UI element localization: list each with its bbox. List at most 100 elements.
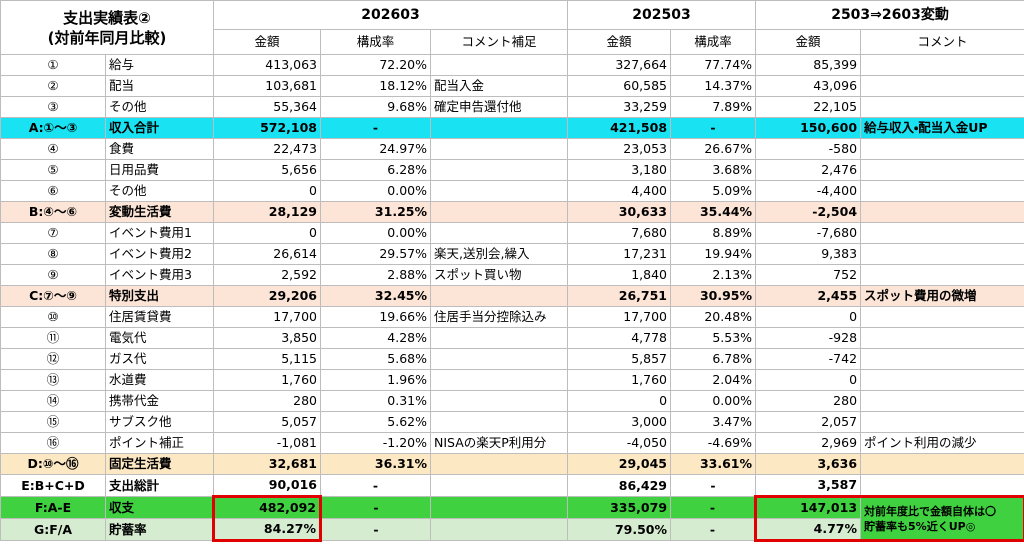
table-row: ⑫ ガス代 5,115 5.68% 5,857 6.78% -742 bbox=[0, 348, 1024, 370]
rate1-cell: 24.97% bbox=[320, 138, 431, 160]
memo2-cell bbox=[860, 75, 1024, 97]
memo1-cell bbox=[429, 474, 569, 497]
amt1-cell: 55,364 bbox=[213, 96, 321, 118]
amt1-cell: 5,115 bbox=[213, 348, 321, 370]
amt1-cell: 280 bbox=[213, 390, 321, 412]
memo2-cell: スポット費用の微増 bbox=[860, 285, 1024, 307]
item-cell: その他 bbox=[105, 96, 214, 118]
amt1-cell: 90,016 bbox=[213, 474, 321, 497]
memo1-cell bbox=[429, 222, 569, 244]
amt2-cell: 30,633 bbox=[567, 201, 672, 223]
rate2-cell: 3.68% bbox=[670, 159, 757, 181]
amt1-cell: 22,473 bbox=[213, 138, 321, 160]
diff-cell: 22,105 bbox=[755, 96, 862, 118]
rate1-cell: 6.28% bbox=[320, 159, 431, 181]
memo1-cell: 楽天,送別会,繰入 bbox=[429, 243, 569, 265]
rate2-cell: 2.04% bbox=[670, 369, 757, 391]
table-row: ⑪ 電気代 3,850 4.28% 4,778 5.53% -928 bbox=[0, 327, 1024, 349]
rate2-cell: 5.09% bbox=[670, 180, 757, 202]
memo2-cell bbox=[860, 390, 1024, 412]
column-header: 構成率 bbox=[670, 29, 757, 55]
memo1-cell: 住居手当分控除込み bbox=[429, 306, 569, 328]
no-cell: ⑮ bbox=[0, 411, 106, 433]
rate1-cell: 2.88% bbox=[320, 264, 431, 286]
memo1-cell bbox=[429, 54, 569, 76]
amt2-cell: 335,079 bbox=[567, 496, 672, 519]
amt2-cell: 7,680 bbox=[567, 222, 672, 244]
rate1-cell: 0.00% bbox=[320, 222, 431, 244]
diff-cell: -7,680 bbox=[755, 222, 862, 244]
amt2-cell: 26,751 bbox=[567, 285, 672, 307]
table-row: E:B+C+D 支出総計 90,016-86,429-3,587 bbox=[0, 474, 1024, 497]
memo1-cell bbox=[429, 390, 569, 412]
rate1-cell: -1.20% bbox=[320, 432, 431, 454]
item-cell: 配当 bbox=[105, 75, 214, 97]
memo2-cell bbox=[860, 159, 1024, 181]
table-row: G:F/A 貯蓄率 84.27% -79.50% -4.77% bbox=[0, 518, 1024, 542]
column-header: 金額 bbox=[755, 29, 862, 55]
table-body: ① 給与 413,063 72.20% 327,664 77.74% 85,399 ② 配当 10… bbox=[0, 54, 1024, 542]
column-header: 構成率 bbox=[320, 29, 431, 55]
amt1-cell: 2,592 bbox=[213, 264, 321, 286]
rate1-cell: 0.31% bbox=[320, 390, 431, 412]
memo1-cell: NISAの楽天P利用分 bbox=[429, 432, 569, 454]
amt2-cell: 17,700 bbox=[567, 306, 672, 328]
rate2-cell: - bbox=[670, 474, 757, 497]
amt2-cell: 327,664 bbox=[567, 54, 672, 76]
item-cell: イベント費用1 bbox=[105, 222, 214, 244]
note-cell: 対前年度比で金額自体は〇 貯蓄率も5%近くUP◎ bbox=[860, 495, 1024, 542]
memo2-cell bbox=[860, 264, 1024, 286]
memo2-cell bbox=[860, 348, 1024, 370]
item-cell: 収入合計 bbox=[105, 117, 214, 139]
memo2-cell bbox=[860, 474, 1024, 497]
rate1-cell: 18.12% bbox=[320, 75, 431, 97]
rate2-cell: 20.48% bbox=[670, 306, 757, 328]
rate1-cell: 36.31% bbox=[320, 453, 431, 475]
no-cell: ⑥ bbox=[0, 180, 106, 202]
memo2-cell: 給与収入・配当入金UP bbox=[860, 117, 1024, 139]
rate2-cell: - bbox=[670, 117, 757, 139]
table-row: ⑦ イベント費用1 0 0.00% 7,680 8.89% -7,680 bbox=[0, 222, 1024, 244]
period-header: 2503⇒2603変動 bbox=[755, 0, 1024, 30]
diff-cell: 4.77% bbox=[754, 518, 862, 542]
rate2-cell: 7.89% bbox=[670, 96, 757, 118]
table-row: ⑮ サブスク他 5,057 5.62% 3,000 3.47% 2,057 bbox=[0, 411, 1024, 433]
memo2-cell bbox=[860, 327, 1024, 349]
table-row: ⑨ イベント費用3 2,592 2.88% スポット買い物 1,840 2.13% 752 bbox=[0, 264, 1024, 286]
rate1-cell: 19.66% bbox=[320, 306, 431, 328]
diff-cell: 9,383 bbox=[755, 243, 862, 265]
no-cell: E:B+C+D bbox=[0, 474, 106, 497]
memo1-cell bbox=[429, 117, 569, 139]
no-cell: C:⑦～⑨ bbox=[0, 285, 106, 307]
amt2-cell: 3,000 bbox=[567, 411, 672, 433]
amt1-cell: 5,057 bbox=[213, 411, 321, 433]
no-cell: ⑪ bbox=[0, 327, 106, 349]
rate1-cell: 72.20% bbox=[320, 54, 431, 76]
amt2-cell: 23,053 bbox=[567, 138, 672, 160]
diff-cell: -742 bbox=[755, 348, 862, 370]
amt1-cell: -1,081 bbox=[213, 432, 321, 454]
memo1-cell bbox=[429, 411, 569, 433]
table-row: D:⑩～⑯ 固定生活費 32,681 36.31% 29,045 33.61% 3,636 bbox=[0, 453, 1024, 475]
diff-cell: 0 bbox=[755, 369, 862, 391]
amt1-cell: 0 bbox=[213, 222, 321, 244]
amt2-cell: 4,778 bbox=[567, 327, 672, 349]
item-cell: 住居賃貸費 bbox=[105, 306, 214, 328]
amt2-cell: 60,585 bbox=[567, 75, 672, 97]
rate2-cell: -4.69% bbox=[670, 432, 757, 454]
amt1-cell: 26,614 bbox=[213, 243, 321, 265]
diff-cell: 150,600 bbox=[755, 117, 862, 139]
rate2-cell: 14.37% bbox=[670, 75, 757, 97]
memo2-cell bbox=[860, 369, 1024, 391]
amt1-cell: 29,206 bbox=[213, 285, 321, 307]
table-row: ① 給与 413,063 72.20% 327,664 77.74% 85,399 bbox=[0, 54, 1024, 76]
rate2-cell: - bbox=[670, 518, 757, 541]
item-cell: ポイント補正 bbox=[105, 432, 214, 454]
no-cell: G:F/A bbox=[0, 518, 106, 541]
rate2-cell: 33.61% bbox=[670, 453, 757, 475]
memo1-cell bbox=[429, 159, 569, 181]
memo2-cell bbox=[860, 180, 1024, 202]
diff-cell: 0 bbox=[755, 306, 862, 328]
table-row: ⑭ 携帯代金 280 0.31% 0 0.00% 280 bbox=[0, 390, 1024, 412]
item-cell: 携帯代金 bbox=[105, 390, 214, 412]
